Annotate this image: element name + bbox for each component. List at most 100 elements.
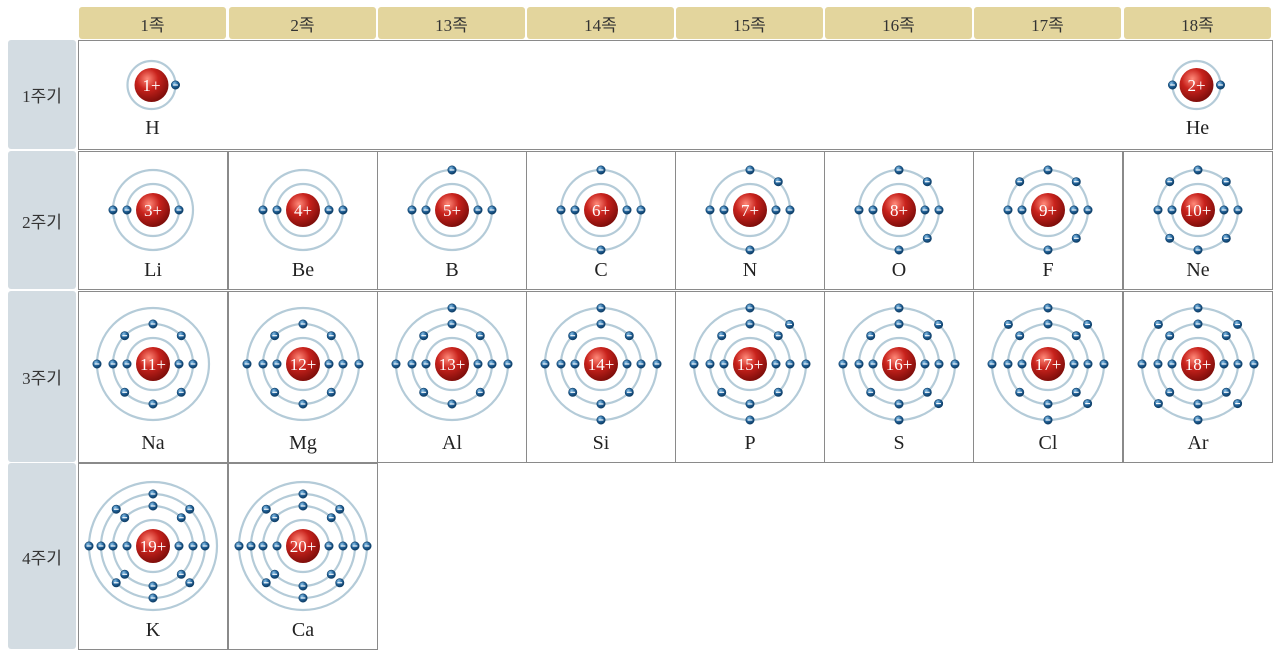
atom-model-n: 7+ [705,165,795,255]
electron-shell-2 [1153,359,1163,369]
atom-model-li: 3+ [108,168,195,252]
nucleus-charge-label: 11+ [140,355,166,374]
electron-shell-3 [185,504,195,514]
electron-shell-2 [1083,359,1093,369]
atom-model-c: 6+ [556,165,646,255]
electron-shell-2 [773,177,783,187]
electron-shell-2 [1153,205,1163,215]
element-symbol: Ar [1187,432,1209,454]
group-header-2: 2족 [229,7,376,39]
electron-shell-2 [270,331,280,341]
electron-shell-2 [773,331,783,341]
electron-shell-2 [596,399,606,409]
electron-shell-3 [838,359,848,369]
electron-shell-3 [1137,359,1147,369]
electron-shell-2 [419,387,429,397]
electron-shell-1 [719,359,729,369]
electron-shell-2 [1233,205,1243,215]
element-cell-mg: 12+ Mg [228,291,378,463]
electron-shell-2 [556,205,566,215]
electron-shell-1 [122,541,132,551]
electron-shell-3 [745,415,755,425]
electron-shell-3 [111,578,121,588]
nucleus [134,68,169,102]
element-cell-s: 16+ S [824,291,974,463]
electron-shell-1 [1219,205,1229,215]
electron-shell-2 [338,359,348,369]
electron-shell-2 [188,541,198,551]
electron-shell-3 [298,593,308,603]
nucleus [882,193,916,227]
nucleus [1031,193,1065,227]
electron-shell-2 [1015,387,1025,397]
electron-shell-2 [922,387,932,397]
electron-shell-2 [188,359,198,369]
electron-shell-3 [1083,399,1093,409]
electron-shell-3 [934,319,944,329]
nucleus [584,347,618,381]
electron-shell-2 [298,581,308,591]
electron-shell-2 [108,205,118,215]
electron-shell-2 [636,205,646,215]
electron-shell-1 [771,205,781,215]
electron-shell-1 [122,205,132,215]
group-header-7: 17족 [974,7,1121,39]
nucleus [1181,347,1215,381]
electron-shell-1 [272,541,282,551]
electron-shell-3 [1193,415,1203,425]
electron-shell-1 [272,205,282,215]
electron-shell-2 [326,513,336,523]
electron-shell-2 [894,165,904,175]
electron-shell-3 [801,359,811,369]
nucleus [733,347,767,381]
electron-shell-2 [556,359,566,369]
element-cell-f: 9+ F [973,151,1123,290]
element-cell-ca: 20+ Ca [228,463,378,650]
electron-shell-2 [1071,233,1081,243]
period-header-1: 1주기 [8,40,76,149]
electron-shell-3 [1153,399,1163,409]
electron-shell-3 [1153,319,1163,329]
nucleus-charge-label: 17+ [1035,355,1062,374]
nucleus-charge-label: 18+ [1185,355,1212,374]
electron-shell-3 [950,359,960,369]
element-symbol: Li [144,259,162,281]
atom-model-o: 8+ [854,165,944,255]
nucleus [136,193,170,227]
electron-shell-2 [1015,177,1025,187]
nucleus-charge-label: 3+ [144,201,162,220]
atom-model-ne: 10+ [1153,165,1243,255]
element-symbol: Na [141,432,165,454]
element-cell-ar: 18+ Ar [1123,291,1273,463]
electron-shell-2 [1165,387,1175,397]
electron-shell-2 [854,205,864,215]
electron-shell-1 [473,205,483,215]
period-header-2: 2주기 [8,151,76,289]
electron-shell-2 [1193,319,1203,329]
electron-shell-2 [1003,359,1013,369]
electron-shell-2 [120,513,130,523]
electron-shell-2 [745,245,755,255]
nucleus-charge-label: 1+ [142,76,160,95]
electron-shell-2 [596,165,606,175]
electron-shell-2 [120,569,130,579]
electron-shell-3 [261,504,271,514]
element-cell-b: 5+ B [377,151,527,290]
element-cell-he: 2+ He [1124,41,1271,149]
element-cell-o: 8+ O [824,151,974,290]
nucleus [136,347,170,381]
electron-shell-3 [1043,415,1053,425]
electron-shell-2 [596,319,606,329]
electron-shell-2 [568,387,578,397]
electron-shell-2 [326,387,336,397]
nucleus-charge-label: 14+ [588,355,615,374]
nucleus-charge-label: 4+ [294,201,312,220]
electron-shell-1 [421,205,431,215]
electron-shell-2 [773,387,783,397]
electron-shell-4 [234,541,244,551]
electron-shell-2 [1003,205,1013,215]
electron-shell-1 [868,359,878,369]
electron-shell-2 [1221,387,1231,397]
atom-model-si: 14+ [540,303,662,425]
electron-shell-2 [705,359,715,369]
